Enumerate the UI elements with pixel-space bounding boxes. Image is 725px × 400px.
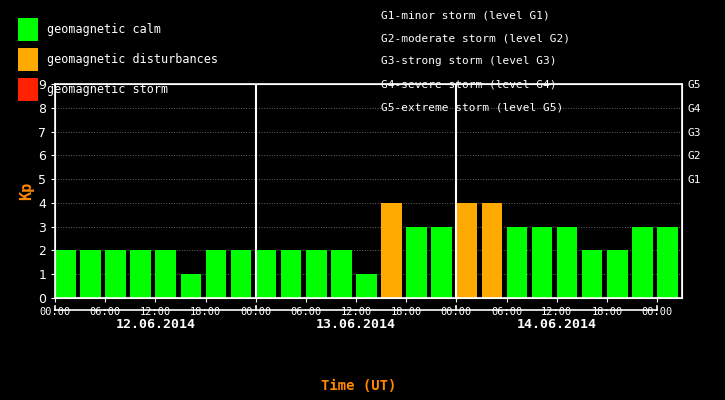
Bar <box>331 250 352 298</box>
Text: geomagnetic storm: geomagnetic storm <box>47 83 168 96</box>
Text: G1-minor storm (level G1): G1-minor storm (level G1) <box>381 10 550 20</box>
Text: 12.06.2014: 12.06.2014 <box>115 318 196 331</box>
Bar <box>356 274 377 298</box>
Bar <box>306 250 326 298</box>
Bar <box>406 227 427 298</box>
Text: G4-severe storm (level G4): G4-severe storm (level G4) <box>381 80 556 90</box>
Bar <box>181 274 201 298</box>
Text: G3-strong storm (level G3): G3-strong storm (level G3) <box>381 56 556 66</box>
Bar <box>155 250 176 298</box>
Bar <box>632 227 653 298</box>
Bar <box>457 203 477 298</box>
Bar <box>557 227 577 298</box>
Bar <box>531 227 552 298</box>
Bar <box>231 250 252 298</box>
Y-axis label: Kp: Kp <box>19 182 34 200</box>
Bar <box>507 227 527 298</box>
Bar <box>55 250 75 298</box>
Text: 14.06.2014: 14.06.2014 <box>517 318 597 331</box>
Bar <box>130 250 151 298</box>
Bar <box>80 250 101 298</box>
Bar <box>657 227 678 298</box>
Bar <box>381 203 402 298</box>
Bar <box>607 250 628 298</box>
Text: Time (UT): Time (UT) <box>321 379 397 393</box>
Text: geomagnetic disturbances: geomagnetic disturbances <box>47 53 218 66</box>
Bar <box>105 250 126 298</box>
Text: 13.06.2014: 13.06.2014 <box>316 318 396 331</box>
Bar <box>582 250 602 298</box>
Bar <box>256 250 276 298</box>
Bar <box>281 250 302 298</box>
Text: G2-moderate storm (level G2): G2-moderate storm (level G2) <box>381 33 570 43</box>
Bar <box>206 250 226 298</box>
Bar <box>481 203 502 298</box>
Text: geomagnetic calm: geomagnetic calm <box>47 23 161 36</box>
Bar <box>431 227 452 298</box>
Text: G5-extreme storm (level G5): G5-extreme storm (level G5) <box>381 103 563 113</box>
